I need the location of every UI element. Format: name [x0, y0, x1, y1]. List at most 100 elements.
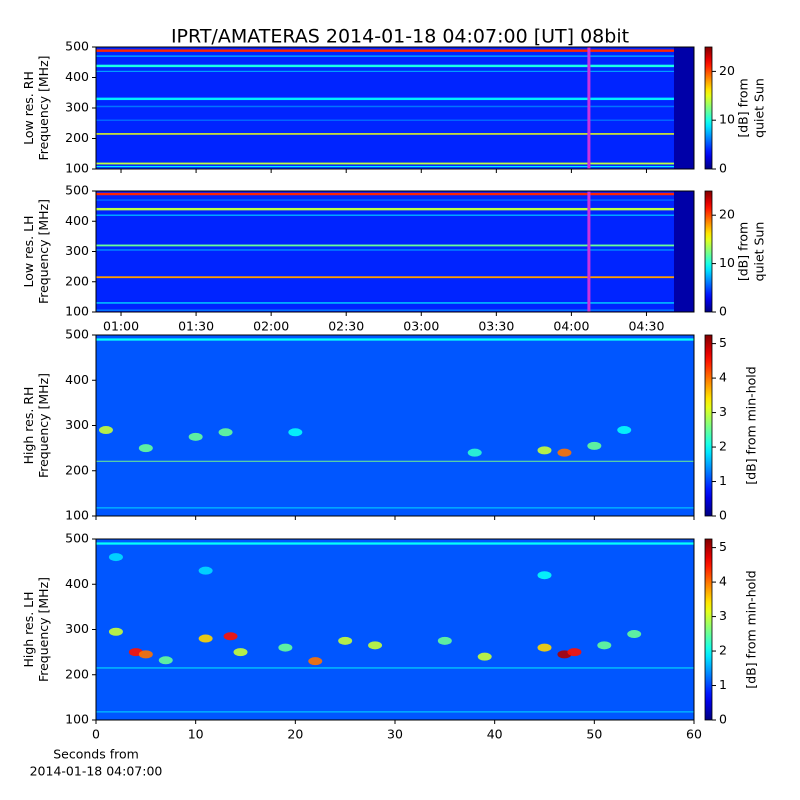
data-gap [673, 191, 694, 312]
burst [467, 448, 482, 457]
band [96, 97, 694, 101]
x-tick-label: 50 [586, 727, 602, 742]
y-tick-label: 500 [65, 531, 89, 546]
burst [108, 627, 123, 636]
burst [587, 441, 602, 450]
band [96, 460, 694, 462]
y-tick-label: 200 [65, 273, 89, 288]
burst [138, 444, 153, 453]
x-tick-label: 02:30 [328, 319, 364, 334]
colorbar-tick-label: 10 [719, 255, 735, 270]
colorbar [704, 190, 713, 313]
y-axis-label: Low res. LH [21, 216, 36, 288]
plot-area [96, 335, 694, 516]
data-gap [673, 47, 694, 169]
colorbar-tick-label: 3 [719, 608, 727, 623]
plot-area [96, 191, 694, 312]
colorbar [704, 46, 713, 170]
colorbar-tick-label: 4 [719, 574, 727, 589]
x-tick-label: 03:00 [403, 319, 439, 334]
colorbar-label: [dB] from min-hold [744, 366, 759, 484]
band [96, 214, 694, 216]
band [96, 542, 694, 545]
burst [218, 428, 233, 437]
colorbar [704, 538, 713, 721]
colorbar-tick-label: 1 [719, 677, 727, 692]
burst [537, 643, 552, 652]
band [96, 711, 694, 713]
y-axis-label: Frequency [MHz] [36, 577, 51, 682]
colorbar-tick-label: 20 [719, 207, 735, 222]
burst [567, 648, 582, 657]
band [96, 133, 694, 135]
colorbar-tick-label: 2 [719, 643, 727, 658]
colorbar-tick-label: 1 [719, 473, 727, 488]
y-tick-label: 200 [65, 462, 89, 477]
plot-area [96, 539, 694, 720]
burst [627, 630, 642, 639]
colorbar [704, 334, 713, 517]
y-tick-label: 400 [65, 372, 89, 387]
colorbar-label: quiet Sun [752, 222, 767, 282]
y-tick-label: 400 [65, 213, 89, 228]
colorbar-tick-label: 10 [719, 112, 735, 127]
chart-title: IPRT/AMATERAS 2014-01-18 04:07:00 [UT] 0… [171, 26, 629, 48]
band [96, 165, 694, 168]
y-tick-label: 200 [65, 130, 89, 145]
band [96, 244, 694, 247]
colorbar-tick-label: 0 [719, 304, 727, 319]
x-axis-label: 2014-01-18 04:07:00 [30, 764, 163, 779]
background [96, 47, 694, 169]
y-tick-label: 300 [65, 243, 89, 258]
x-tick-label: 20 [287, 727, 303, 742]
band [96, 192, 694, 196]
y-tick-label: 400 [65, 576, 89, 591]
y-axis-label: Frequency [MHz] [36, 55, 51, 160]
band [96, 276, 694, 279]
band [96, 507, 694, 509]
burst [477, 652, 492, 661]
x-axis-label: Seconds from [53, 747, 139, 762]
background [96, 335, 694, 516]
burst [108, 553, 123, 562]
x-tick-label: 03:30 [478, 319, 514, 334]
band [96, 302, 694, 304]
burst [198, 566, 213, 575]
y-tick-label: 500 [65, 327, 89, 342]
burst [158, 656, 173, 665]
colorbar-tick-label: 20 [719, 63, 735, 78]
band [96, 199, 694, 201]
burst [233, 648, 248, 657]
x-tick-label: 01:30 [178, 319, 214, 334]
colorbar-tick-label: 0 [719, 712, 727, 727]
band [96, 70, 694, 73]
x-tick-label: 10 [188, 727, 204, 742]
band [96, 249, 694, 251]
band [96, 119, 694, 121]
y-tick-label: 500 [65, 183, 89, 198]
burst [308, 657, 323, 666]
y-tick-label: 100 [65, 712, 89, 727]
y-axis-label: Low res. RH [21, 71, 36, 145]
colorbar-label: [dB] from [736, 222, 751, 281]
y-tick-label: 100 [65, 161, 89, 176]
y-tick-label: 300 [65, 621, 89, 636]
background [96, 539, 694, 720]
band [96, 309, 694, 311]
plot-area [96, 47, 694, 169]
band [96, 49, 694, 52]
band [96, 207, 694, 211]
x-tick-label: 02:00 [253, 319, 289, 334]
burst [198, 634, 213, 643]
burst [98, 426, 113, 435]
band [96, 55, 694, 57]
burst [288, 428, 303, 437]
colorbar-tick-label: 4 [719, 370, 727, 385]
y-axis-label: High res. RH [21, 387, 36, 465]
y-axis-label: Frequency [MHz] [36, 199, 51, 304]
burst [617, 426, 632, 435]
x-tick-label: 01:00 [103, 319, 139, 334]
y-axis-label: Frequency [MHz] [36, 373, 51, 478]
x-tick-label: 04:30 [628, 319, 664, 334]
burst [188, 432, 203, 441]
